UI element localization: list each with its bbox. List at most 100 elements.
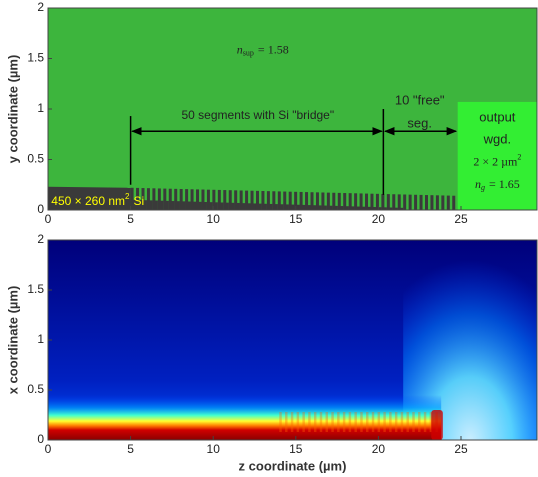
- text-part: g: [481, 183, 485, 192]
- field-ripple: [325, 412, 329, 432]
- si-bridge: [381, 207, 387, 210]
- si-segment: [245, 190, 249, 210]
- si-bridge: [250, 203, 256, 210]
- si-bridge: [310, 205, 316, 210]
- si-bridge: [185, 201, 191, 210]
- field-ripple: [342, 412, 346, 432]
- si-bridge: [397, 207, 404, 210]
- si-bridge: [168, 201, 175, 210]
- y-tick-label: 1.5: [27, 282, 44, 296]
- si-segment: [157, 188, 161, 210]
- si-segment: [288, 191, 292, 210]
- si-segment: [359, 193, 363, 210]
- text-part: 450 × 260 nm: [51, 194, 125, 208]
- si-bridge: [157, 200, 164, 210]
- si-bridge: [277, 204, 284, 210]
- si-segment: [223, 190, 227, 210]
- si-segment: [375, 193, 379, 210]
- field-hotspot: [431, 410, 443, 440]
- y-tick-label: 1.5: [27, 51, 44, 65]
- output-waveguide: [457, 101, 537, 210]
- si-segment: [310, 192, 314, 210]
- si-bridge: [163, 200, 169, 210]
- si-segment: [381, 193, 385, 210]
- si-segment: [408, 194, 412, 210]
- si-bridge: [174, 201, 180, 210]
- field-ripple: [290, 412, 294, 432]
- field-ripple: [348, 412, 352, 432]
- si-bridge: [228, 202, 235, 210]
- si-segment: [414, 194, 418, 210]
- si-segment: [354, 193, 358, 210]
- si-bridge: [130, 199, 137, 210]
- y-tick-label: 1: [37, 101, 44, 115]
- si-segment: [321, 192, 325, 210]
- si-segment: [163, 188, 167, 210]
- si-segment: [206, 189, 210, 210]
- si-bridge: [294, 204, 300, 210]
- si-bridge: [261, 203, 267, 210]
- si-bridge: [201, 202, 207, 210]
- x-axis-label: z coordinate (µm): [239, 458, 347, 473]
- si-segment: [441, 195, 445, 210]
- field-ripple: [302, 412, 305, 432]
- si-segment: [272, 191, 276, 210]
- output-size: 2 × 2 µm2: [473, 152, 521, 168]
- si-bridge: [348, 206, 355, 210]
- si-bridge: [190, 201, 197, 210]
- si-segment: [179, 188, 183, 210]
- x-tick-label: 25: [454, 212, 468, 226]
- text-part: 2: [125, 192, 130, 201]
- field-ripple: [406, 412, 409, 432]
- si-segment: [201, 189, 205, 210]
- si-bridge: [212, 202, 218, 210]
- field-ripple: [389, 412, 392, 432]
- si-bridge: [305, 205, 311, 210]
- y-tick-label: 0.5: [27, 382, 44, 396]
- si-segment: [452, 195, 456, 210]
- si-bridge: [223, 202, 229, 210]
- segments-label: 50 segments with Si "bridge": [182, 108, 335, 122]
- si-bridge: [359, 206, 366, 210]
- text-part: n: [237, 42, 243, 56]
- x-tick-label: 15: [289, 442, 303, 456]
- text-part: = 1.65: [489, 177, 520, 191]
- si-segment: [332, 192, 336, 210]
- si-bridge: [152, 200, 158, 210]
- si-bridge: [365, 206, 371, 210]
- x-tick-label: 0: [45, 442, 52, 456]
- field-band: [48, 395, 442, 440]
- si-bridge: [234, 202, 240, 210]
- field-ripple: [412, 412, 415, 432]
- x-tick-label: 20: [372, 442, 386, 456]
- si-segment: [326, 192, 330, 210]
- si-bridge: [370, 207, 376, 210]
- text-part: Si: [133, 194, 144, 208]
- field-ripple: [296, 412, 300, 432]
- si-bridge: [141, 200, 147, 210]
- field-ripple: [279, 412, 282, 432]
- si-bridge: [179, 201, 186, 210]
- y-tick-label: 0: [37, 432, 44, 446]
- si-segment: [305, 192, 309, 210]
- field-ripple: [308, 412, 311, 432]
- si-bridge: [321, 205, 327, 210]
- field-ripple: [418, 412, 421, 432]
- y-tick-label: 0: [37, 202, 44, 216]
- text-part: n: [475, 177, 481, 191]
- cladding: [48, 8, 537, 210]
- core-label: 450 × 260 nm2 Si: [51, 192, 144, 208]
- si-segment: [141, 188, 145, 210]
- si-bridge: [326, 205, 333, 210]
- y-tick-label: 1: [37, 332, 44, 346]
- si-bridge: [392, 207, 398, 210]
- si-bridge: [196, 201, 202, 210]
- x-tick-label: 25: [454, 442, 468, 456]
- si-segment: [234, 190, 238, 210]
- field-ripple: [337, 412, 340, 432]
- si-segment: [370, 193, 374, 210]
- x-tick-label: 5: [127, 442, 134, 456]
- si-bridge: [266, 203, 273, 210]
- field-ripple: [429, 412, 433, 432]
- si-segment: [397, 194, 401, 210]
